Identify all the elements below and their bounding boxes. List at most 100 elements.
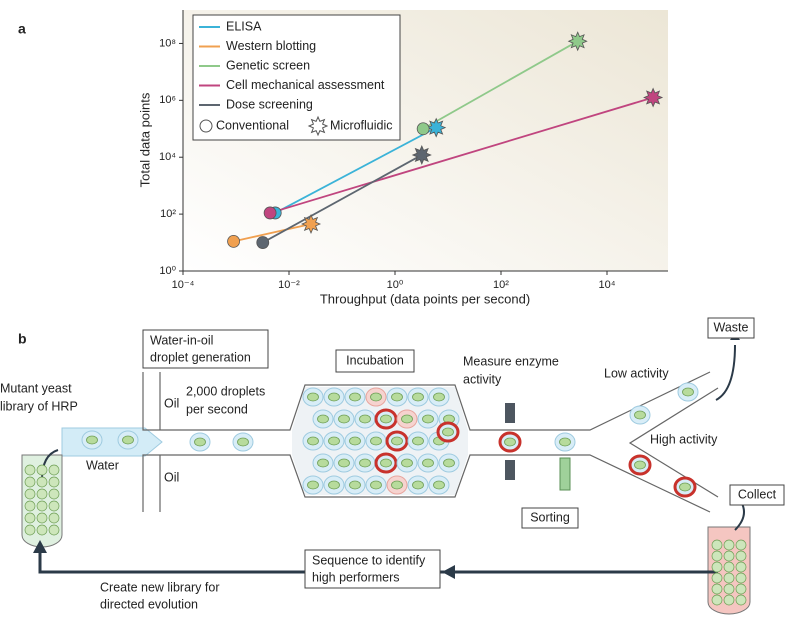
cell	[349, 480, 361, 490]
tube-cell	[735, 594, 747, 606]
x-tick-label: 10⁴	[599, 279, 616, 291]
tube-cell	[711, 550, 723, 562]
legend-label: Western blotting	[226, 39, 316, 53]
cell	[307, 436, 319, 446]
conventional-point	[256, 236, 270, 249]
label: Collect	[738, 487, 777, 501]
label: High activity	[650, 432, 718, 446]
cell	[86, 435, 98, 445]
tube-cell	[735, 561, 747, 573]
cell	[359, 458, 371, 468]
conventional-point	[416, 122, 430, 136]
label: Oil	[164, 470, 179, 484]
tube-cell	[36, 464, 48, 476]
label: Measure enzyme	[463, 354, 559, 368]
cell	[401, 414, 413, 424]
label: high performers	[312, 570, 400, 584]
cell	[370, 392, 382, 402]
x-tick-label: 10⁻²	[278, 279, 300, 291]
tube-cell	[24, 512, 36, 524]
conventional-point	[227, 234, 240, 248]
tube-cell	[711, 572, 723, 584]
cell	[422, 458, 434, 468]
label: activity	[463, 372, 502, 386]
x-tick-label: 10⁰	[387, 279, 404, 291]
cell	[328, 392, 340, 402]
series-line	[274, 126, 437, 214]
tube-cell	[735, 550, 747, 562]
cell	[349, 392, 361, 402]
label: per second	[186, 402, 248, 416]
panel-label: a	[18, 21, 26, 37]
y-tick-label: 10⁶	[159, 94, 176, 106]
cell	[682, 387, 694, 397]
cell	[328, 436, 340, 446]
tube-cell	[723, 572, 735, 584]
legend-marker	[307, 115, 329, 137]
sorting-electrode	[559, 457, 571, 491]
callout-box	[729, 484, 785, 506]
legend-label: Genetic screen	[226, 58, 310, 72]
cell	[422, 414, 434, 424]
legend-label: Microfluidic	[330, 118, 393, 132]
tube-cell	[48, 524, 60, 536]
tube-cell	[48, 488, 60, 500]
tube-cell	[723, 561, 735, 573]
return-arrow	[38, 550, 718, 574]
microfluidic-point	[643, 87, 664, 108]
cell	[317, 458, 329, 468]
cell	[412, 392, 424, 402]
legend-label: Dose screening	[226, 97, 313, 111]
label: Water-in-oil	[150, 333, 213, 347]
tube-cell	[711, 594, 723, 606]
tube-cell	[711, 539, 723, 551]
callout-box	[304, 549, 441, 589]
label: directed evolution	[100, 597, 198, 611]
cell	[338, 414, 350, 424]
tube-cell	[24, 524, 36, 536]
label: Sorting	[530, 510, 570, 524]
tube-cell	[36, 500, 48, 512]
cell	[433, 392, 445, 402]
legend-label: Cell mechanical assessment	[226, 78, 385, 92]
cell	[307, 480, 319, 490]
microfluidic-point	[300, 213, 322, 235]
chart-panel: a Throughput (data points per second) To…	[18, 10, 668, 306]
conventional-point	[263, 206, 277, 220]
microfluidic-point	[426, 117, 447, 138]
channel-wall	[142, 371, 711, 431]
y-tick-label: 10²	[160, 208, 176, 220]
cell	[634, 460, 646, 470]
callout-box	[521, 507, 579, 529]
cell	[317, 414, 329, 424]
tube-cell	[723, 583, 735, 595]
tube-cell	[735, 572, 747, 584]
cell	[391, 436, 403, 446]
tube-cell	[36, 512, 48, 524]
x-tick-label: 10⁻⁴	[172, 279, 195, 291]
tube-cell	[24, 476, 36, 488]
diagram-panel: b Water-in-oil droplet generation Mutant…	[0, 317, 785, 615]
label: Low activity	[604, 366, 669, 380]
cell	[380, 414, 392, 424]
cell	[634, 410, 646, 420]
tube-cell	[723, 550, 735, 562]
callout-box	[707, 317, 755, 339]
label: 2,000 droplets	[186, 384, 265, 398]
tube-cell	[723, 594, 735, 606]
tube-cell	[36, 476, 48, 488]
series-line	[422, 40, 579, 130]
cell	[442, 427, 454, 437]
y-tick-label: 10⁸	[159, 37, 176, 49]
x-tick-label: 10²	[493, 279, 509, 291]
cell	[237, 437, 249, 447]
series-line	[233, 223, 312, 243]
tube-cell	[48, 500, 60, 512]
cell	[391, 392, 403, 402]
legend-label: ELISA	[226, 19, 262, 33]
tube-cell	[24, 464, 36, 476]
series-line	[269, 96, 654, 214]
legend	[192, 14, 401, 141]
y-tick-label: 10⁴	[159, 151, 176, 163]
label: Water	[86, 458, 119, 472]
